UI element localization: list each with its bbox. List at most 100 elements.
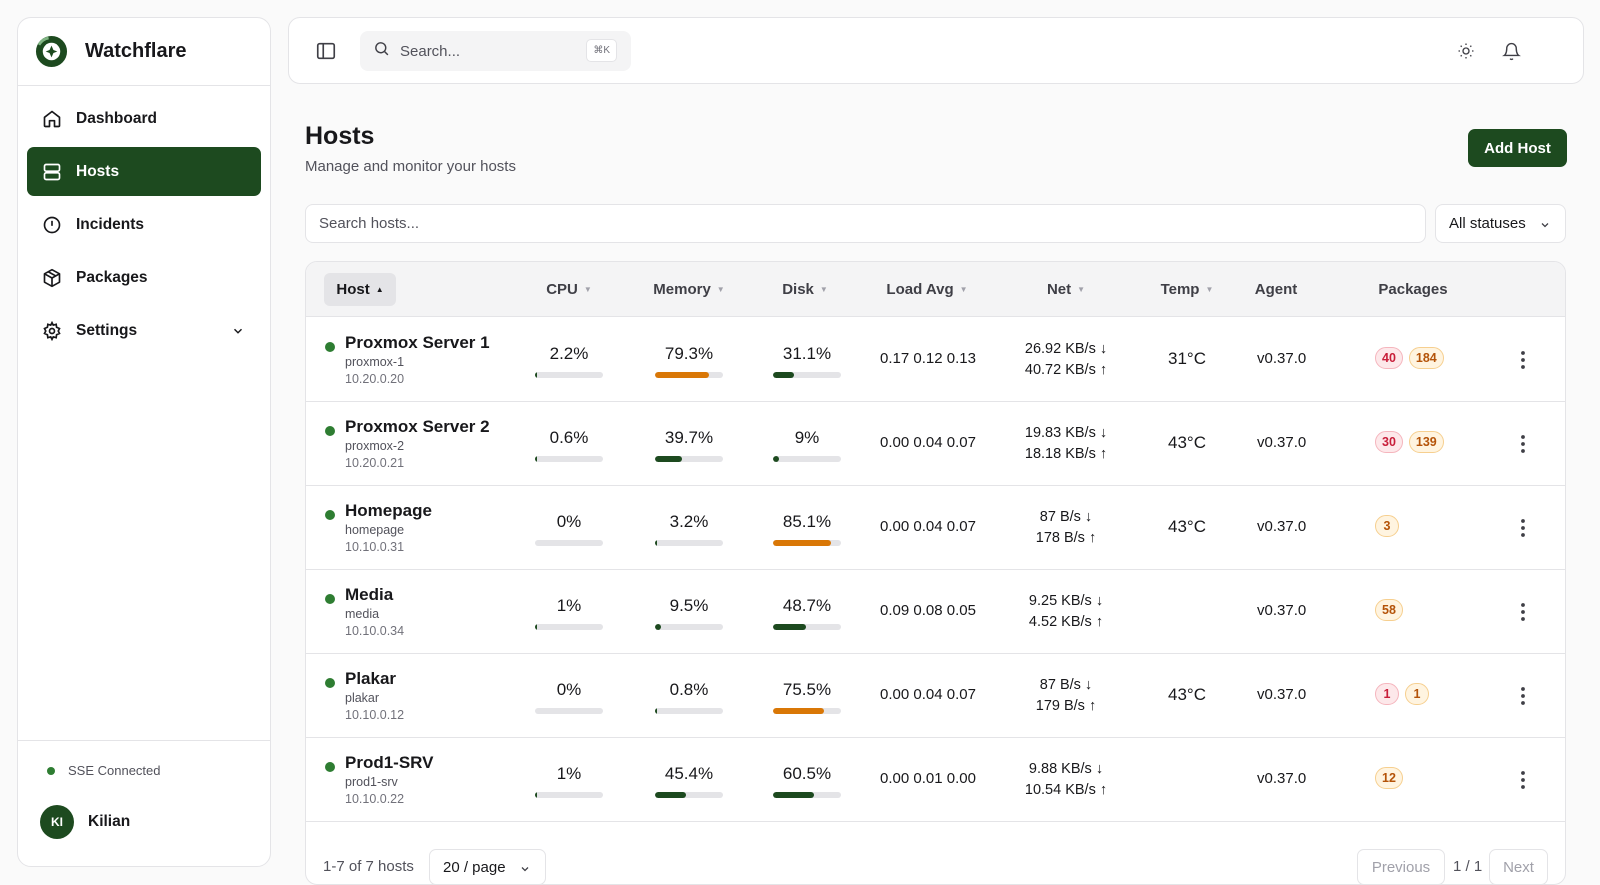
host-search-input[interactable]: Search hosts... — [305, 204, 1426, 243]
package-updates-badge[interactable]: 139 — [1408, 431, 1444, 453]
host-name[interactable]: Homepage — [345, 501, 432, 520]
user-name: Kilian — [88, 813, 131, 830]
column-header-cpu[interactable]: CPU ▼ — [546, 281, 592, 298]
column-header-disk[interactable]: Disk ▼ — [782, 281, 828, 298]
status-dot — [325, 762, 335, 772]
sidebar-item-label: Hosts — [76, 162, 120, 180]
bell-icon[interactable] — [1500, 40, 1522, 62]
cpu-value: 0% — [556, 512, 582, 531]
sidebar-item-hosts[interactable]: Hosts — [27, 147, 261, 196]
column-header-memory[interactable]: Memory ▼ — [653, 281, 725, 298]
host-name[interactable]: Plakar — [345, 669, 397, 688]
app-name: Watchflare — [85, 40, 187, 62]
more-options-icon[interactable] — [1513, 516, 1533, 540]
net-down: 87 B/s ↓ — [1039, 677, 1093, 693]
more-options-icon[interactable] — [1513, 432, 1533, 456]
host-name[interactable]: Media — [345, 585, 394, 604]
mem-usage-bar — [655, 456, 723, 462]
net-throughput: 26.92 KB/s ↓ 40.72 KB/s ↑ — [1006, 339, 1126, 381]
sidebar-item-packages[interactable]: Packages — [27, 253, 261, 302]
net-throughput: 87 B/s ↓ 179 B/s ↑ — [1006, 675, 1126, 717]
security-updates-badge[interactable]: 30 — [1375, 431, 1403, 453]
host-name[interactable]: Prod1-SRV — [345, 753, 434, 772]
sidebar-item-settings[interactable]: Settings — [27, 306, 261, 355]
security-updates-badge[interactable]: 1 — [1375, 683, 1399, 705]
page-title: Hosts — [305, 122, 375, 150]
disk-usage-bar — [773, 792, 841, 798]
status-dot — [325, 426, 335, 436]
table-row[interactable]: Prod1-SRV prod1-srv 10.10.0.22 1% 45.4% … — [306, 737, 1565, 822]
load-avg: 0.00 0.01 0.00 — [880, 770, 976, 787]
status-dot — [325, 510, 335, 520]
host-name[interactable]: Proxmox Server 2 — [345, 417, 490, 436]
sort-icon: ▼ — [583, 285, 592, 294]
mem-usage-bar — [655, 708, 723, 714]
package-updates-badge[interactable]: 12 — [1375, 767, 1403, 789]
connection-status: SSE Connected — [47, 763, 161, 778]
more-options-icon[interactable] — [1513, 768, 1533, 792]
previous-page-button[interactable]: Previous — [1357, 849, 1445, 885]
package-badges: 40 184 — [1375, 347, 1444, 369]
theme-toggle-icon[interactable] — [1455, 40, 1477, 62]
sidebar-item-label: Dashboard — [76, 109, 157, 127]
status-dot — [47, 766, 55, 775]
package-updates-badge[interactable]: 3 — [1375, 515, 1399, 537]
package-updates-badge[interactable]: 1 — [1405, 683, 1429, 705]
status-dot — [325, 342, 335, 352]
add-host-button[interactable]: Add Host — [1468, 129, 1567, 167]
table-row[interactable]: Proxmox Server 1 proxmox-1 10.20.0.20 2.… — [306, 317, 1565, 402]
host-name[interactable]: Proxmox Server 1 — [345, 333, 490, 352]
next-page-button[interactable]: Next — [1489, 849, 1548, 885]
security-updates-badge[interactable]: 40 — [1375, 347, 1403, 369]
more-options-icon[interactable] — [1513, 348, 1533, 372]
memory-value: 3.2% — [669, 512, 709, 531]
user-menu[interactable]: KI Kilian — [40, 805, 130, 839]
per-page-select[interactable]: 20 / page — [429, 849, 546, 885]
memory-value: 0.8% — [669, 680, 709, 699]
host-ip: 10.10.0.12 — [345, 708, 405, 722]
memory-value: 9.5% — [669, 596, 709, 615]
table-row[interactable]: Media media 10.10.0.34 1% 9.5% 48.7% 0.0… — [306, 569, 1565, 654]
temperature: 43°C — [1168, 433, 1206, 452]
chevron-down-icon[interactable] — [231, 324, 245, 338]
agent-version: v0.37.0 — [1257, 350, 1307, 367]
sidebar-item-dashboard[interactable]: Dashboard — [27, 94, 261, 143]
sort-icon: ▼ — [716, 285, 725, 294]
mem-usage-bar — [655, 540, 723, 546]
column-header-load-avg[interactable]: Load Avg ▼ — [886, 281, 968, 298]
package-updates-badge[interactable]: 58 — [1375, 599, 1403, 621]
column-header-net[interactable]: Net ▼ — [1046, 281, 1086, 298]
package-badges: 12 — [1375, 767, 1403, 789]
sidebar-item-label: Settings — [76, 321, 138, 339]
mem-usage-bar — [655, 372, 723, 378]
sort-icon: ▼ — [1077, 285, 1086, 294]
column-header-host[interactable]: Host ▲ — [324, 273, 396, 306]
sidebar-toggle-icon[interactable] — [315, 40, 337, 62]
net-throughput: 9.88 KB/s ↓ 10.54 KB/s ↑ — [1006, 759, 1126, 801]
table-row[interactable]: Plakar plakar 10.10.0.12 0% 0.8% 75.5% 0… — [306, 653, 1565, 738]
status-filter-select[interactable]: All statuses — [1435, 204, 1566, 243]
more-options-icon[interactable] — [1513, 684, 1533, 708]
avatar: KI — [40, 805, 74, 839]
global-search[interactable]: Search... ⌘K — [360, 31, 631, 71]
watchflare-logo-icon — [35, 35, 68, 68]
server-icon — [41, 161, 63, 183]
more-options-icon[interactable] — [1513, 600, 1533, 624]
mem-usage-bar — [655, 792, 723, 798]
brand[interactable]: Watchflare — [18, 18, 270, 86]
sort-icon: ▼ — [959, 285, 968, 294]
host-id: homepage — [345, 523, 405, 537]
table-row[interactable]: Proxmox Server 2 proxmox-2 10.20.0.21 0.… — [306, 401, 1565, 486]
cpu-usage-bar — [535, 372, 603, 378]
host-ip: 10.20.0.21 — [345, 456, 405, 470]
net-down: 19.83 KB/s ↓ — [1024, 425, 1108, 441]
column-header-temp[interactable]: Temp ▼ — [1160, 281, 1214, 298]
mem-usage-bar — [655, 624, 723, 630]
load-avg: 0.00 0.04 0.07 — [880, 518, 976, 535]
sidebar-item-incidents[interactable]: Incidents — [27, 200, 261, 249]
table-row[interactable]: Homepage homepage 10.10.0.31 0% 3.2% 85.… — [306, 485, 1565, 570]
package-updates-badge[interactable]: 184 — [1408, 347, 1444, 369]
sidebar-nav: Dashboard Hosts Incidents Packages Setti… — [18, 86, 270, 367]
disk-usage-bar — [773, 624, 841, 630]
shortcut-badge: ⌘K — [586, 39, 617, 62]
